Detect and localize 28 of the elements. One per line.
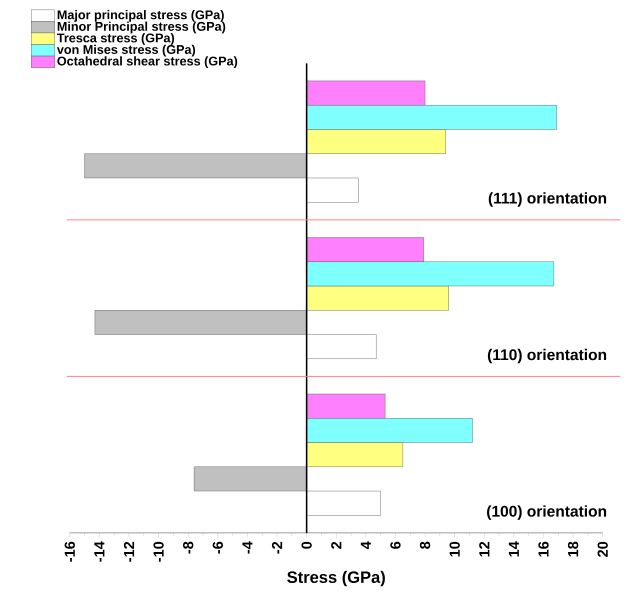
x-tick-label: 20: [598, 542, 608, 557]
x-tick-label: -10: [153, 542, 164, 562]
x-tick-label: 8: [420, 542, 430, 549]
legend-label: Major principal stress (GPa): [58, 10, 224, 22]
x-tick-label: 4: [360, 541, 371, 550]
x-tick-label: 10: [450, 542, 460, 556]
x-tick-label: 12: [479, 542, 490, 556]
legend-label: Minor Principal stress (GPa): [58, 22, 226, 34]
annotation: (100) orientation: [487, 505, 606, 520]
x-tick-label: 0: [301, 542, 312, 549]
legend-label: von Mises stress (GPa): [56, 44, 196, 56]
x-tick-label: -12: [124, 542, 134, 562]
x-tick-label: 18: [568, 542, 578, 556]
legend-label: Octahedral shear stress (GPa): [57, 56, 238, 68]
annotation: (111) orientation: [488, 192, 606, 207]
x-tick-label: -4: [242, 541, 252, 554]
x-axis-title: Stress (GPa): [287, 570, 385, 586]
x-tick-label: 16: [538, 542, 549, 556]
x-tick-label: 6: [390, 542, 401, 549]
x-tick-label: -14: [94, 541, 104, 562]
x-tick-label: -6: [212, 542, 223, 554]
x-tick-label: -16: [64, 542, 75, 562]
x-tick-label: -2: [272, 542, 282, 554]
annotation: (110) orientation: [488, 348, 606, 364]
x-tick-label: -8: [183, 542, 194, 554]
x-tick-label: 14: [508, 541, 519, 556]
x-tick-label: 2: [331, 542, 342, 549]
legend-label: Tresca stress (GPa): [57, 33, 174, 45]
